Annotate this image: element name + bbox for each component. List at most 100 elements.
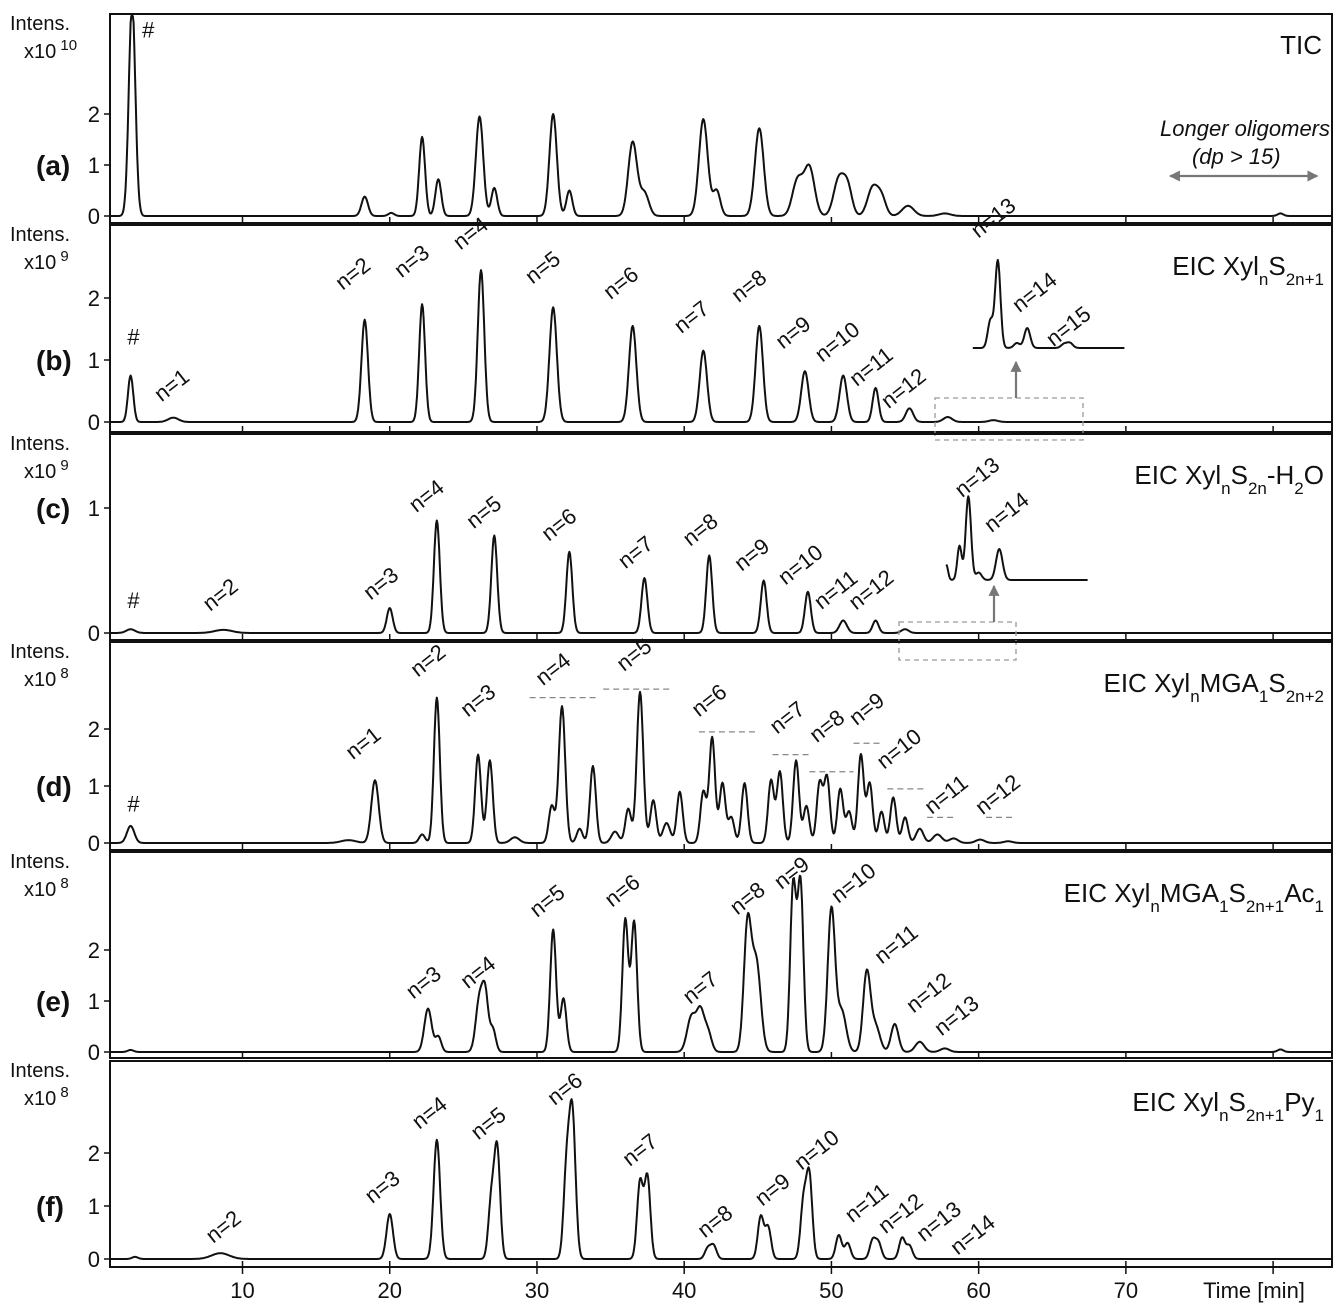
annotation-line2: (dp > 15) [1192, 144, 1281, 169]
peak-label: n=3 [401, 961, 446, 1004]
peak-label: n=8 [693, 1200, 738, 1243]
trace-group [110, 874, 1332, 1053]
panel-frame [109, 13, 1333, 224]
peak-label: # [142, 18, 155, 43]
peak-label: n=8 [725, 877, 770, 920]
signal-trace [110, 874, 1332, 1053]
zoom-box [934, 397, 1084, 441]
y-tick-label: 0 [88, 1247, 100, 1272]
intens-label: Intens. [10, 641, 70, 663]
panel-label: (f) [36, 1191, 64, 1222]
peak-label: n=6 [598, 261, 643, 304]
x-axis-title: Time [min] [1203, 1278, 1305, 1303]
panel-title: TIC [1280, 30, 1322, 60]
peak-label: n=3 [455, 679, 500, 722]
trace-group [110, 15, 1332, 217]
x-axis: 10 20 30 40 50 60 70 Time [min] [230, 1267, 1305, 1303]
y-tick-label: 1 [88, 348, 100, 373]
peak-label: n=10 [826, 858, 880, 908]
peak-label: n=9 [844, 687, 889, 730]
y-tick-label: 1 [88, 1194, 100, 1219]
intens-label: Intens. [10, 224, 70, 246]
y-tick-label: 0 [88, 204, 100, 229]
peak-label: n=3 [358, 562, 403, 605]
peak-label: n=4 [448, 212, 493, 255]
inset-peak-label: n=13 [950, 452, 1004, 502]
y-tick-label: 2 [88, 102, 100, 127]
peak-label: n=4 [531, 648, 576, 691]
exponent-label: x10 8 [24, 665, 69, 692]
panel-label: (b) [36, 345, 72, 376]
panel-label: (c) [36, 493, 70, 524]
exponent-label: x10 9 [24, 457, 69, 484]
peak-label: # [127, 588, 140, 613]
peak-label: n=2 [330, 252, 375, 295]
peak-label: n=12 [970, 769, 1024, 819]
signal-trace [110, 519, 1332, 634]
trace-group [110, 690, 1332, 844]
intens-label: Intens. [10, 1060, 70, 1082]
peak-label: n=5 [525, 879, 570, 922]
panel-title: EIC XylnS2n-H2O [1134, 460, 1324, 498]
signal-trace [110, 690, 1332, 844]
x-tick-label: 20 [377, 1278, 401, 1303]
trace-group [110, 269, 1332, 423]
y-tick-label: 1 [88, 989, 100, 1014]
peak-label: n=3 [360, 1165, 405, 1208]
x-tick-label: 60 [966, 1278, 990, 1303]
peak-label: n=10 [789, 1125, 843, 1175]
intens-label: Intens. [10, 851, 70, 873]
y-tick-label: 0 [88, 621, 100, 646]
panel-title: EIC XylnS2n+1 [1172, 251, 1324, 289]
peak-label: n=9 [769, 851, 814, 894]
panel-frame [109, 641, 1333, 851]
peak-label: n=6 [536, 503, 581, 546]
peak-label: n=10 [872, 724, 926, 774]
x-tick-label: 50 [819, 1278, 843, 1303]
y-tick-label: 2 [88, 717, 100, 742]
y-tick-label: 0 [88, 410, 100, 435]
trace-group [110, 519, 1332, 634]
panel-a: 0 1 2 Intens.x10 10 (a) TIC # Longer oligomers (… [10, 13, 1333, 229]
y-tick-label: 1 [88, 153, 100, 178]
panel-label: (a) [36, 150, 70, 181]
peak-label: n=7 [613, 531, 658, 574]
peak-label: n=8 [804, 705, 849, 748]
signal-trace [110, 269, 1332, 423]
peak-label: n=5 [466, 1102, 511, 1145]
y-tick-label: 2 [88, 1141, 100, 1166]
peak-label: n=9 [729, 533, 774, 576]
panel-title: EIC XylnS2n+1Py1 [1132, 1087, 1324, 1125]
intens-label: Intens. [10, 13, 70, 35]
y-tick-label: 0 [88, 831, 100, 856]
peak-label: n=6 [600, 869, 645, 912]
peak-label: n=11 [919, 770, 972, 819]
peak-label: # [127, 792, 140, 817]
peak-label: n=10 [810, 317, 864, 367]
peak-label: n=8 [678, 508, 723, 551]
panel-b: 0 1 2 Intens.x10 9 (b) EIC XylnS2n+1 # n=1 n=2 n=… [10, 193, 1333, 441]
peak-label: n=7 [617, 1128, 662, 1171]
inset-trace [945, 495, 1088, 581]
panel-e: 0 1 2 Intens.x10 8 (e) EIC XylnMGA1S2n+1Ac1 n=… [10, 851, 1333, 1065]
peak-label: n=9 [750, 1168, 795, 1211]
peak-label: n=6 [542, 1067, 587, 1110]
peak-label: n=7 [678, 966, 723, 1009]
x-tick-label: 40 [672, 1278, 696, 1303]
panel-title: EIC XylnMGA1S2n+2 [1103, 668, 1324, 706]
peak-label: # [127, 325, 140, 350]
inset-peak-label: n=15 [1041, 301, 1095, 351]
peak-label: n=1 [149, 364, 194, 407]
peak-label: n=2 [405, 639, 450, 682]
panel-f: 0 1 2 Intens.x10 8 (f) EIC XylnS2n+1Py1 n=2 n=3… [10, 1060, 1333, 1272]
x-tick-label: 30 [525, 1278, 549, 1303]
inset-peak-label: n=14 [1007, 267, 1061, 317]
intens-label: Intens. [10, 433, 70, 455]
panel-label: (d) [36, 771, 72, 802]
x-tick-label: 70 [1114, 1278, 1138, 1303]
exponent-label: x10 8 [24, 1084, 69, 1111]
panel-title: EIC XylnMGA1S2n+1Ac1 [1064, 878, 1324, 916]
panel-frame [109, 433, 1333, 641]
inset-peak-label: n=14 [979, 487, 1033, 537]
peak-label: n=6 [687, 679, 732, 722]
